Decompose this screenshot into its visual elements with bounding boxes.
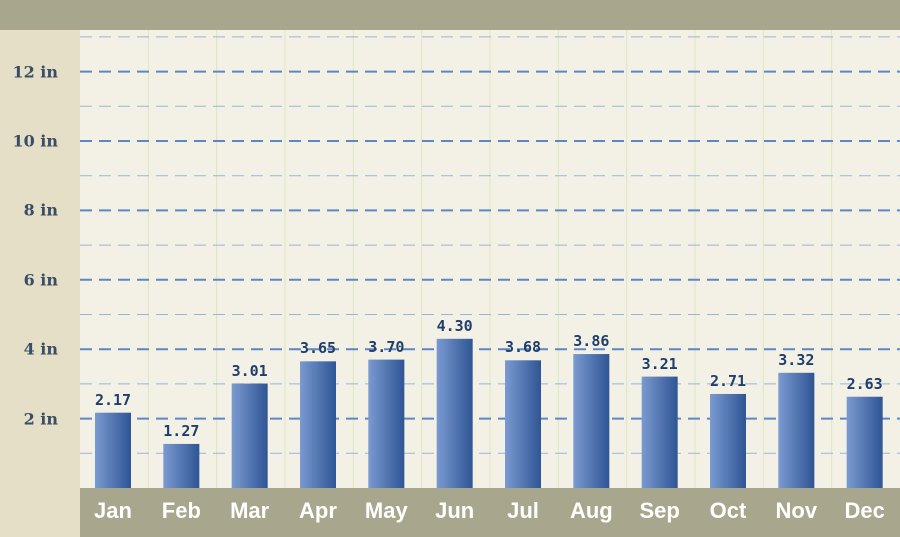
bar-value-label: 2.17: [94, 390, 132, 409]
bar-value-label: 2.63: [846, 374, 883, 393]
bar-dec: [846, 396, 883, 488]
bar-value-label: 2.71: [709, 371, 747, 390]
y-tick-label: 12 in: [12, 62, 58, 82]
y-tick-label: 10 in: [12, 131, 58, 151]
top-frame-strip: [0, 0, 900, 30]
bar-may: [368, 359, 405, 488]
x-tick-label: Nov: [775, 498, 818, 523]
x-tick-label: Sep: [639, 498, 680, 523]
bar-value-label: 3.65: [299, 339, 337, 358]
bar-value-label: 3.21: [641, 354, 678, 373]
bar-value-label: 4.30: [436, 316, 473, 335]
bar-jan: [95, 412, 131, 488]
bar-sep: [641, 376, 678, 488]
x-tick-label: Feb: [161, 498, 201, 523]
bar-value-label: 3.68: [504, 338, 542, 357]
bar-mar: [231, 383, 268, 488]
x-tick-label: Mar: [230, 498, 270, 523]
y-tick-label: 4 in: [23, 339, 58, 359]
x-tick-label: Aug: [569, 498, 613, 523]
bar-value-label: 3.32: [778, 350, 815, 369]
bar-nov: [778, 372, 815, 488]
y-tick-label: 8 in: [23, 200, 58, 220]
bar-value-label: 1.27: [163, 421, 200, 440]
bar-jul: [505, 360, 541, 488]
x-tick-label: Jan: [94, 498, 132, 523]
bar-value-label: 3.86: [573, 332, 610, 351]
bar-aug: [573, 354, 610, 488]
y-axis-panel: [0, 30, 80, 537]
x-tick-label: Oct: [709, 498, 747, 523]
bar-value-label: 3.01: [231, 361, 268, 380]
bar-jun: [436, 338, 473, 488]
bar-apr: [300, 361, 336, 488]
x-tick-label: May: [364, 498, 408, 523]
y-tick-label: 2 in: [23, 409, 58, 429]
x-tick-label: Jun: [435, 498, 475, 523]
x-axis-band: [80, 488, 900, 537]
x-tick-label: Apr: [299, 498, 337, 523]
bar-oct: [710, 393, 746, 488]
x-tick-label: Dec: [844, 498, 885, 523]
x-tick-label: Jul: [507, 498, 539, 523]
y-tick-label: 6 in: [23, 270, 58, 290]
bar-feb: [163, 443, 200, 488]
bar-value-label: 3.70: [368, 337, 405, 356]
